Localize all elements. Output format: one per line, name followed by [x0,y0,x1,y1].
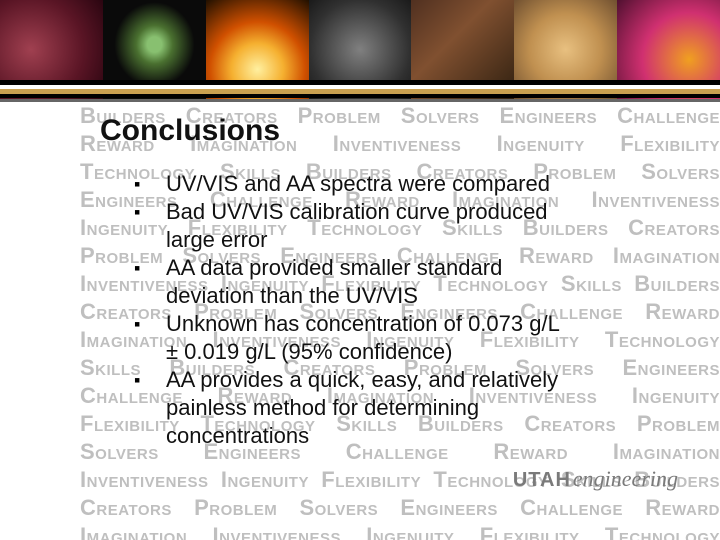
banner-stripes [0,80,720,98]
bullet-item: UV/VIS and AA spectra were compared [134,170,680,198]
bullet-text: UV/VIS and AA spectra were compared [166,171,550,196]
banner-strip [0,0,720,102]
bullet-item: AA data provided smaller standard deviat… [134,254,680,310]
logo-mark: UTAH [513,469,571,492]
bullet-item: AA provides a quick, easy, and relativel… [134,366,680,450]
bullet-text: deviation than the UV/VIS [166,282,680,310]
slide-title: Conclusions [100,114,280,148]
bullet-text: ± 0.019 g/L (95% confidence) [166,338,680,366]
logo-text: engineering [573,466,678,492]
bullet-item: Unknown has concentration of 0.073 g/L ±… [134,310,680,366]
bullet-item: Bad UV/VIS calibration curve produced la… [134,198,680,254]
content-area: Builders Creators Problem Solvers Engine… [0,100,720,540]
bullet-text: Bad UV/VIS calibration curve produced [166,199,548,224]
bullet-text: large error [166,226,680,254]
bullet-text: painless method for determining [166,394,680,422]
bullet-text: AA data provided smaller standard [166,255,502,280]
bullet-text: AA provides a quick, easy, and relativel… [166,367,558,392]
bullet-text: Unknown has concentration of 0.073 g/L [166,311,560,336]
logo: UTAH engineering [513,466,678,492]
bullet-list: UV/VIS and AA spectra were compared Bad … [134,170,680,450]
bullet-text: concentrations [166,422,680,450]
